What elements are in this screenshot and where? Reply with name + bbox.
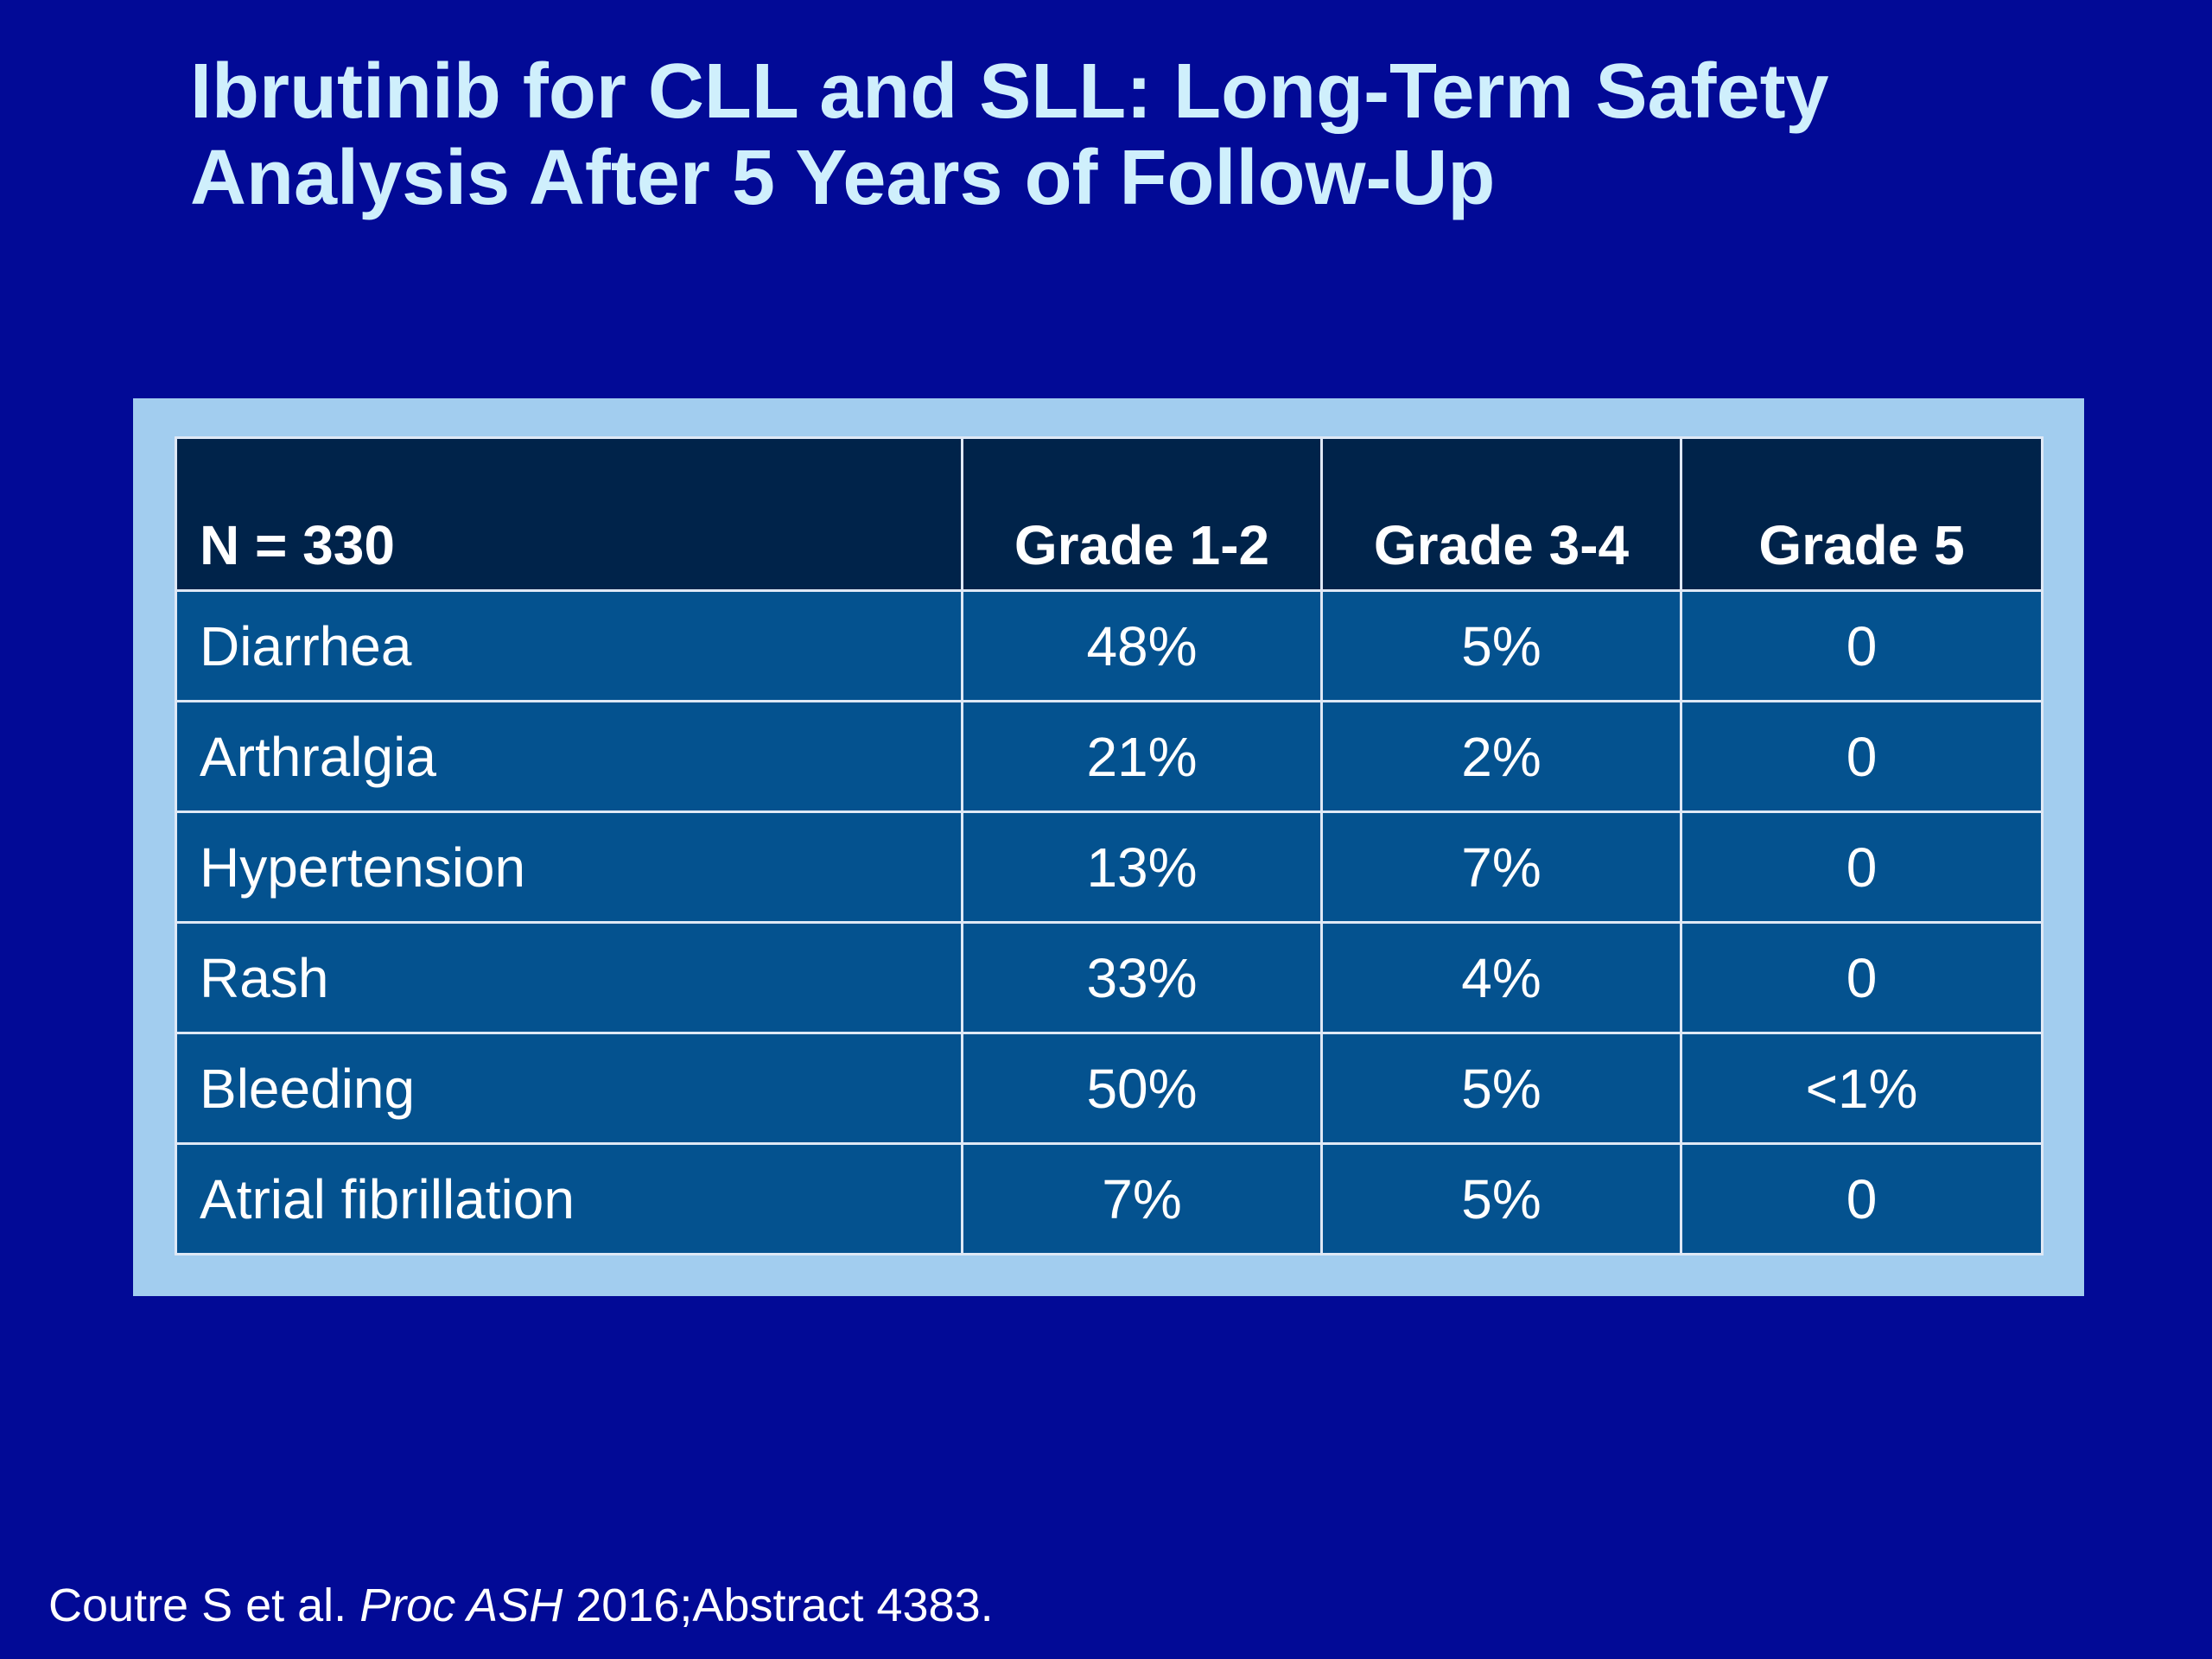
header-grade-3-4: Grade 3-4 — [1320, 436, 1682, 592]
citation: Coutre S et al. Proc ASH 2016;Abstract 4… — [48, 1578, 994, 1633]
grade-3-4-value: 5% — [1320, 589, 1682, 702]
grade-3-4-value: 7% — [1320, 810, 1682, 924]
header-grade-1-2: Grade 1-2 — [961, 436, 1323, 592]
grade-5-value: 0 — [1680, 1142, 2044, 1255]
grade-1-2-value: 33% — [961, 921, 1323, 1034]
grade-1-2-value: 13% — [961, 810, 1323, 924]
event-name: Arthralgia — [175, 700, 963, 813]
grade-1-2-value: 48% — [961, 589, 1323, 702]
grade-1-2-value: 21% — [961, 700, 1323, 813]
grade-5-value: 0 — [1680, 810, 2044, 924]
slide-title-line-1: Ibrutinib for CLL and SLL: Long-Term Saf… — [190, 48, 1829, 135]
event-name: Rash — [175, 921, 963, 1034]
grade-1-2-value: 7% — [961, 1142, 1323, 1255]
safety-table: N = 330 Grade 1-2 Grade 3-4 Grade 5 Diar… — [175, 436, 2044, 1255]
header-grade-5: Grade 5 — [1680, 436, 2044, 592]
grade-3-4-value: 4% — [1320, 921, 1682, 1034]
grade-1-2-value: 50% — [961, 1032, 1323, 1145]
grade-5-value: <1% — [1680, 1032, 2044, 1145]
grade-5-value: 0 — [1680, 700, 2044, 813]
event-name: Bleeding — [175, 1032, 963, 1145]
header-sample-size: N = 330 — [175, 436, 963, 592]
table-header-row: N = 330 Grade 1-2 Grade 3-4 Grade 5 — [175, 436, 2044, 592]
table-row: Bleeding 50% 5% <1% — [175, 1032, 2044, 1145]
citation-journal: Proc ASH — [359, 1580, 563, 1631]
table-row: Rash 33% 4% 0 — [175, 921, 2044, 1034]
slide-title: Ibrutinib for CLL and SLL: Long-Term Saf… — [190, 48, 2091, 221]
table-frame: N = 330 Grade 1-2 Grade 3-4 Grade 5 Diar… — [133, 398, 2084, 1296]
grade-3-4-value: 5% — [1320, 1142, 1682, 1255]
event-name: Hypertension — [175, 810, 963, 924]
citation-authors: Coutre S et al. — [48, 1580, 360, 1631]
table-row: Hypertension 13% 7% 0 — [175, 810, 2044, 924]
table-row: Atrial fibrillation 7% 5% 0 — [175, 1142, 2044, 1255]
grade-3-4-value: 2% — [1320, 700, 1682, 813]
event-name: Diarrhea — [175, 589, 963, 702]
event-name: Atrial fibrillation — [175, 1142, 963, 1255]
citation-details: 2016;Abstract 4383. — [563, 1580, 994, 1631]
grade-5-value: 0 — [1680, 921, 2044, 1034]
table-row: Diarrhea 48% 5% 0 — [175, 589, 2044, 702]
table-row: Arthralgia 21% 2% 0 — [175, 700, 2044, 813]
grade-5-value: 0 — [1680, 589, 2044, 702]
slide-title-line-2: Analysis After 5 Years of Follow-Up — [190, 135, 1496, 221]
grade-3-4-value: 5% — [1320, 1032, 1682, 1145]
